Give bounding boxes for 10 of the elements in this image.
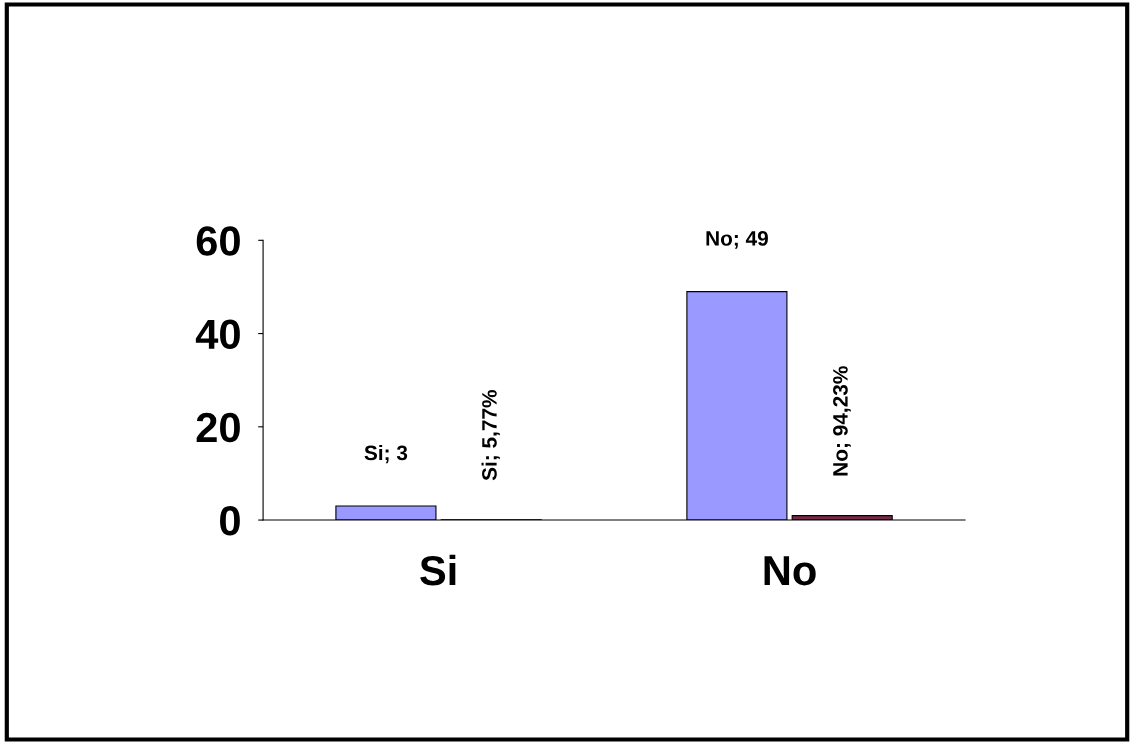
data-label: Si; 3 — [364, 444, 408, 464]
data-label: No; 94,23% — [833, 366, 851, 476]
x-tick-label: Si — [420, 554, 456, 586]
y-tick-label: 40 — [195, 319, 240, 350]
data-label: No; 49 — [706, 231, 768, 249]
y-tick-label: 20 — [196, 412, 240, 443]
data-label: Si; 5,77% — [481, 389, 500, 481]
y-tick-label: 60 — [196, 226, 240, 256]
y-tick-label: 0 — [220, 506, 240, 536]
x-tick-label: No — [764, 556, 816, 586]
